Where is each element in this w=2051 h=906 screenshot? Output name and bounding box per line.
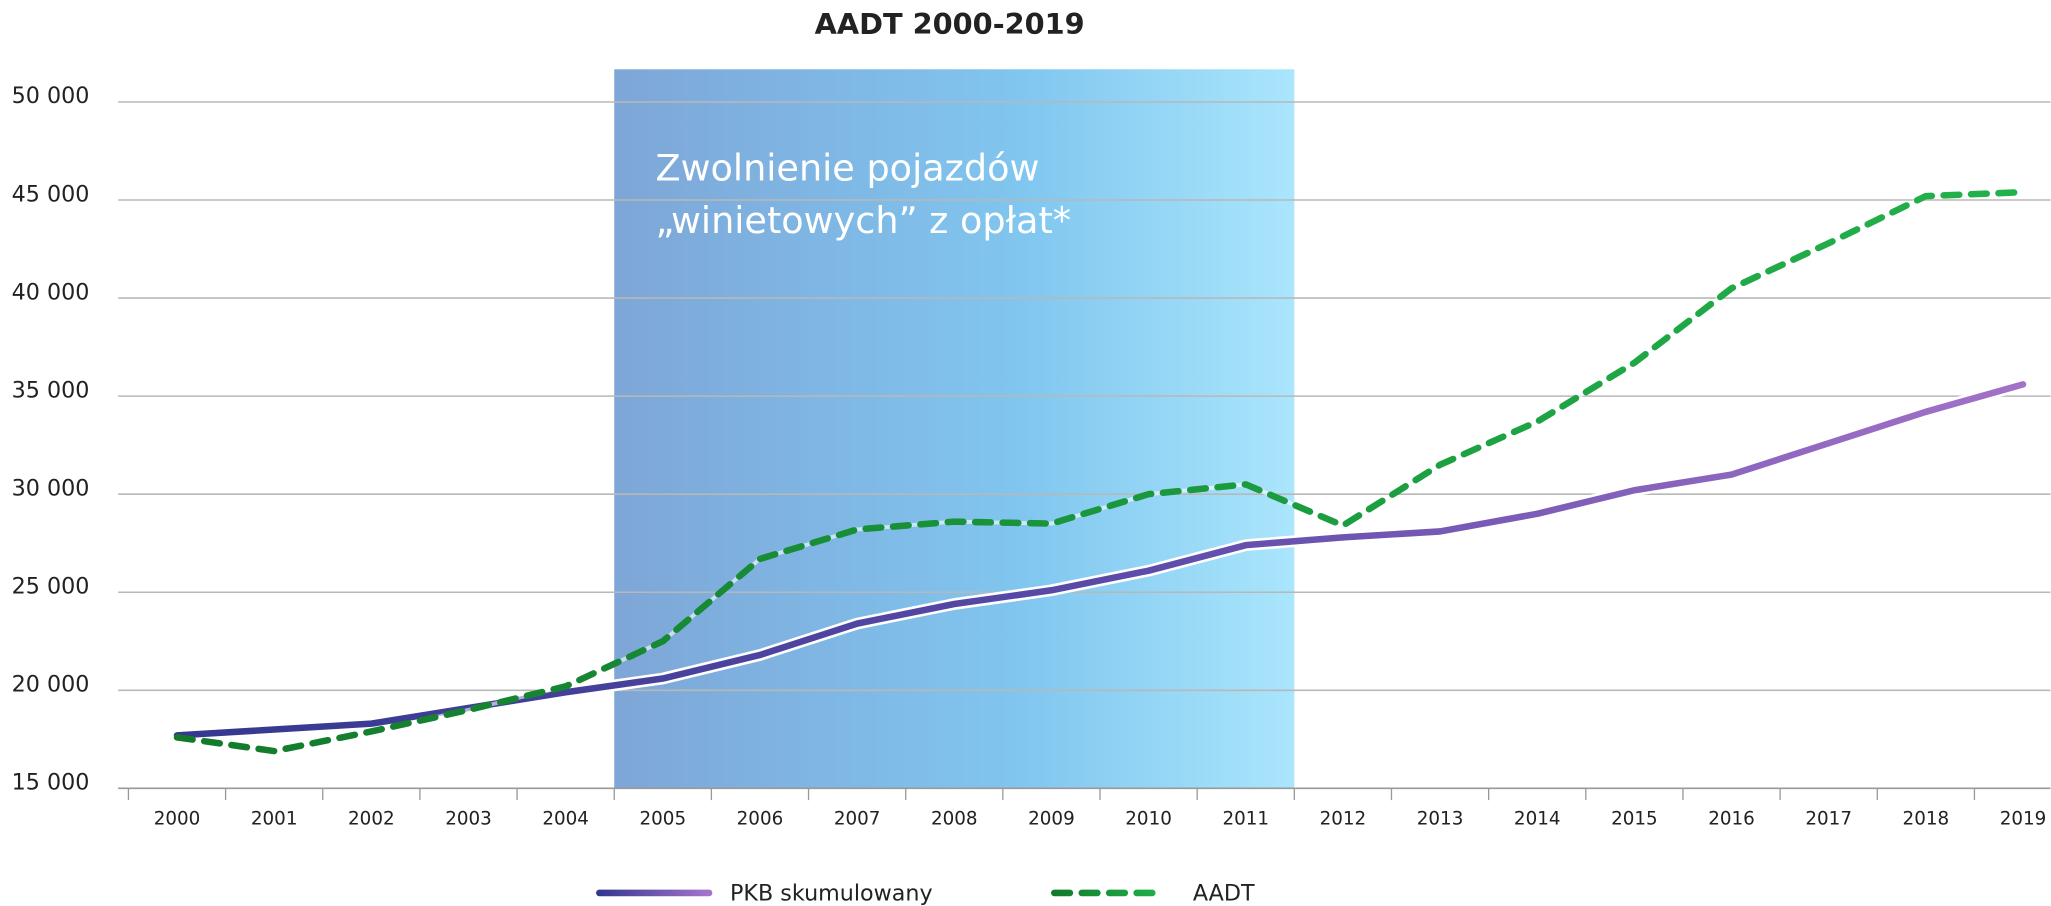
y-tick-label: 50 000: [12, 83, 90, 109]
x-tick-label: 2013: [1417, 809, 1464, 830]
annotation: „winietowych” z opłat*: [656, 199, 1072, 242]
legend-label: PKB skumulowany: [730, 881, 933, 906]
x-tick-label: 2017: [1805, 809, 1852, 830]
legend-label: AADT: [1193, 881, 1255, 906]
x-tick-label: 2014: [1514, 809, 1561, 830]
y-tick-label: 25 000: [12, 574, 90, 600]
x-tick-label: 2015: [1611, 809, 1658, 830]
x-tick-label: 2010: [1125, 809, 1172, 830]
x-tick-label: 2005: [640, 809, 687, 830]
data-line: [173, 188, 2027, 755]
x-tick-label: 2001: [251, 809, 298, 830]
x-tick-label: 2019: [2000, 809, 2047, 830]
x-tick-label: 2009: [1028, 809, 1075, 830]
x-tick-label: 2002: [348, 809, 395, 830]
y-tick-label: 45 000: [12, 181, 90, 207]
x-tick-label: 2011: [1222, 809, 1269, 830]
annotation: Zwolnienie pojazdów: [656, 146, 1040, 189]
chart-title: AADT 2000-2019: [815, 7, 1085, 41]
y-tick-label: 20 000: [12, 672, 90, 698]
x-tick-label: 2008: [931, 809, 978, 830]
y-tick-label: 30 000: [12, 475, 90, 501]
x-tick-label: 2006: [737, 809, 784, 830]
y-tick-label: 35 000: [12, 377, 90, 403]
x-tick-label: 2007: [834, 809, 881, 830]
x-tick-label: 2000: [154, 809, 201, 830]
x-tick-label: 2004: [542, 809, 589, 830]
x-tick-label: 2003: [445, 809, 492, 830]
y-tick-label: 15 000: [12, 770, 90, 796]
x-tick-label: 2018: [1903, 809, 1950, 830]
x-tick-label: 2012: [1320, 809, 1367, 830]
x-tick-label: 2016: [1708, 809, 1755, 830]
y-tick-label: 40 000: [12, 279, 90, 305]
